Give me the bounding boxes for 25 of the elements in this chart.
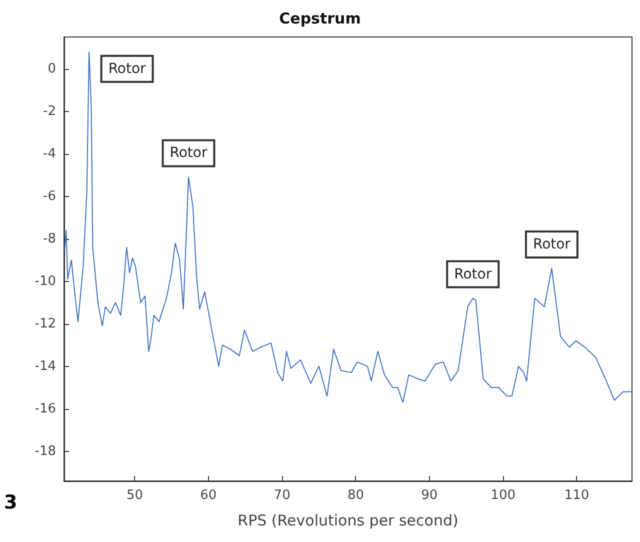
x-tick-label: 70 — [274, 488, 290, 503]
x-tick-label: 90 — [421, 488, 438, 503]
y-tick-label: -2 — [43, 104, 56, 119]
x-tick-label: 80 — [347, 488, 364, 503]
annotation: Rotor — [108, 60, 146, 77]
x-axis-title: RPS (Revolutions per second) — [238, 512, 458, 530]
x-tick-label: 60 — [200, 488, 217, 503]
y-tick-label: -14 — [34, 358, 56, 374]
y-tick-label: -18 — [34, 444, 56, 459]
y-tick-label: -12 — [34, 316, 56, 332]
y-tick-label: -16 — [34, 401, 56, 416]
y-tick-label: -10 — [34, 274, 56, 289]
x-tick-label: 110 — [564, 488, 590, 503]
chart-title: Cepstrum — [279, 10, 361, 28]
y-tick-label: 0 — [48, 61, 56, 76]
line-series — [64, 51, 632, 403]
annotation: Rotor — [454, 266, 492, 282]
y-tick-label: -6 — [43, 188, 56, 204]
annotation: Rotor — [170, 145, 208, 162]
annotation: Rotor — [532, 236, 571, 253]
text: 3 — [4, 492, 18, 514]
x-tick-label: 100 — [490, 488, 516, 503]
x-tick-label: 50 — [126, 488, 143, 503]
y-tick-label: -4 — [43, 146, 56, 162]
y-tick-label: -8 — [43, 231, 56, 246]
